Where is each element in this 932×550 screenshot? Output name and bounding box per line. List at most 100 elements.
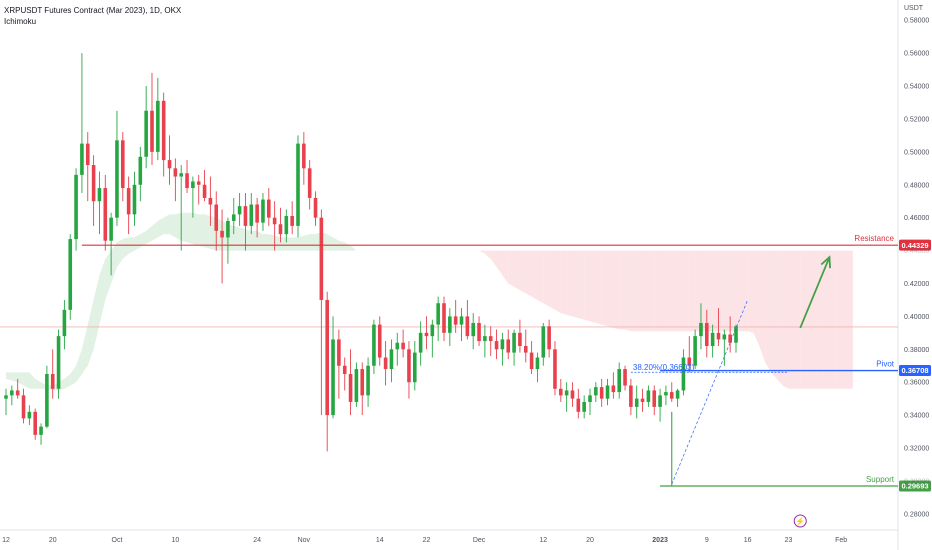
cloud-segment [794, 250, 801, 389]
candle-body [80, 143, 84, 175]
candle-body [611, 385, 616, 393]
cloud-segment [706, 250, 713, 332]
cloud-segment [233, 225, 240, 251]
currency-label: USDT [904, 5, 924, 12]
candle-body [652, 390, 657, 407]
time-axis[interactable]: 12 20 Oct 10 24 Nov 14 22 Dec 12 20 2023 9 16 23 Feb [2, 537, 847, 544]
candle-body [383, 357, 388, 370]
candle-body [50, 373, 55, 389]
cloud-segment [70, 365, 77, 386]
candle-body [103, 188, 108, 241]
candle-body [255, 204, 259, 223]
time-tick-label: Feb [835, 537, 847, 544]
candle-body [366, 365, 370, 396]
candle-body [56, 336, 61, 389]
price-tick-label: 0.34000 [904, 413, 929, 420]
candle-body [342, 365, 347, 374]
cloud-segment [508, 250, 515, 287]
candle-body [664, 392, 668, 396]
time-tick-label: 20 [49, 537, 57, 544]
cloud-segment [584, 250, 590, 322]
candle-body [231, 214, 236, 221]
candle-body [617, 369, 621, 393]
cloud-segment [601, 250, 608, 327]
cloud-segment [817, 250, 824, 389]
cloud-segment [239, 227, 246, 251]
candle-body [693, 336, 697, 366]
cloud-segment [823, 250, 830, 389]
candle-body [734, 326, 738, 343]
projection-arrow-head [820, 255, 831, 269]
candle-body [272, 217, 277, 225]
cloud-segment [835, 250, 842, 389]
time-tick-label: 2023 [652, 537, 668, 544]
candle-body [45, 373, 49, 427]
cloud-segment [841, 250, 847, 389]
candle-body [699, 322, 703, 337]
candle-body [675, 390, 680, 399]
candle-body [21, 395, 26, 419]
candle-body [564, 390, 569, 396]
cloud-segment [11, 372, 18, 383]
candle-body [27, 411, 32, 419]
fib-swing-line [671, 299, 749, 485]
candle-body [442, 303, 446, 333]
cloud-segment [537, 250, 544, 304]
cloud-segment [175, 212, 182, 241]
candle-body [74, 174, 78, 240]
cloud-segment [782, 250, 789, 389]
price-axis[interactable]: 0.44329 0.36708 0.29693 USDT 0.58000 0.56000 0… [899, 5, 931, 518]
cloud-segment [683, 250, 690, 332]
candle-body [278, 224, 283, 235]
cloud-segment [17, 372, 24, 386]
cloud-segment [636, 250, 643, 332]
candle-body [185, 173, 189, 189]
time-tick-label: 20 [586, 537, 594, 544]
candle-body [10, 390, 14, 396]
cloud-segment [642, 250, 649, 332]
candle-body [658, 395, 662, 407]
drawing-overlays: Resistance Pivot Support 38.20%(0.36603) ⚡ [81, 234, 898, 528]
pivot-price-badge-text: 0.36708 [901, 366, 928, 375]
candle-body [716, 332, 721, 340]
candle-body [226, 220, 230, 238]
candle-body [85, 143, 90, 166]
cloud-segment [303, 234, 310, 251]
candle-body [109, 217, 113, 241]
candle-body [97, 188, 102, 202]
cloud-segment [578, 250, 585, 320]
candle-body [640, 398, 645, 402]
candle-body [4, 395, 8, 399]
candle-body [518, 332, 522, 347]
candle-body [115, 140, 119, 218]
symbol-title[interactable]: XRPUSDT Futures Contract (Mar 2023), 1D,… [4, 6, 182, 15]
cloud-segment [286, 237, 293, 251]
cloud-segment [689, 250, 696, 332]
candle-body [214, 204, 219, 231]
candle-body [477, 322, 481, 342]
cloud-segment [251, 230, 258, 251]
candle-body [512, 332, 516, 353]
cloud-segment [192, 212, 199, 246]
candle-body [348, 373, 353, 402]
cloud-segment [607, 250, 614, 328]
lightning-event-symbol: ⚡ [795, 516, 805, 526]
cloud-segment [333, 237, 339, 251]
cloud-segment [554, 250, 561, 314]
candle-body [302, 143, 306, 169]
indicator-name[interactable]: Ichimoku [4, 17, 37, 26]
cloud-segment [280, 237, 287, 251]
candle-body [33, 411, 37, 435]
cloud-segment [543, 250, 550, 307]
cloud-segment [671, 250, 678, 332]
candle-body [488, 336, 493, 342]
candle-body [710, 332, 715, 347]
support-price-badge [899, 480, 931, 492]
candle-body [500, 339, 505, 350]
candle-body [191, 181, 195, 189]
projection-arrow-shaft [799, 256, 831, 329]
pivot-label: Pivot [876, 360, 895, 369]
cloud-segment [490, 250, 497, 268]
cloud-segment [765, 250, 772, 373]
